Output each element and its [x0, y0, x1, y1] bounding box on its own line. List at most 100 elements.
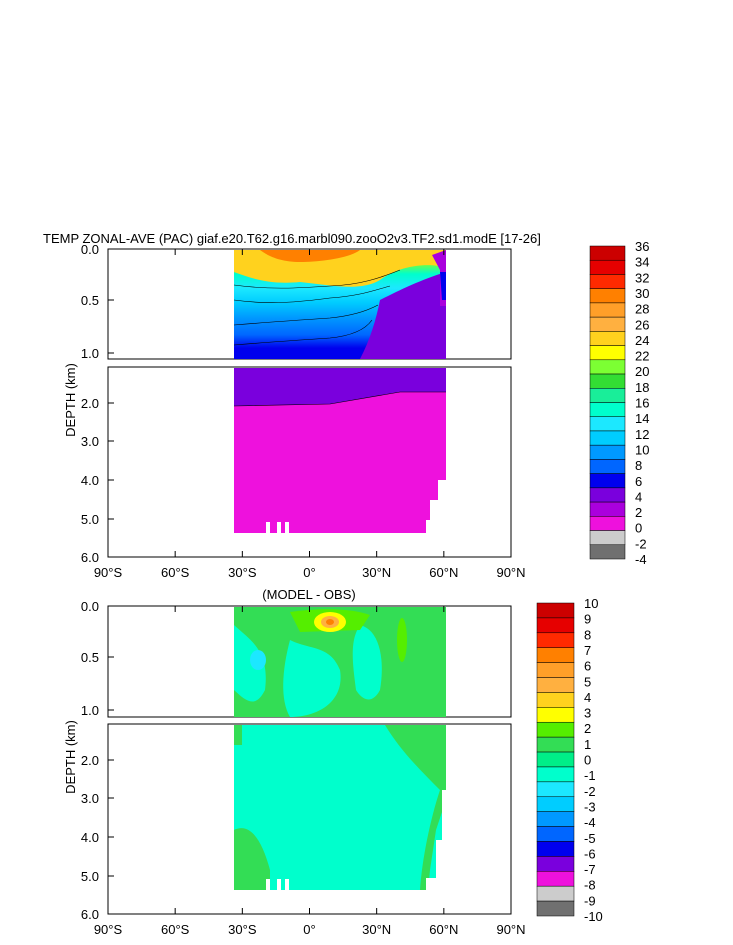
- colorbar-swatch: [589, 444, 626, 460]
- x-tick-label: 60°S: [161, 922, 190, 937]
- y-tick-label: 0.0: [81, 599, 99, 614]
- colorbar-swatch: [589, 459, 626, 474]
- x-tick-label: 60°N: [429, 922, 458, 937]
- colorbar-swatch: [536, 796, 575, 812]
- diff-upper-field: [234, 607, 446, 717]
- colorbar-label: -9: [584, 893, 596, 908]
- diff-lower-axes: [107, 723, 512, 915]
- colorbar-label: 6: [635, 474, 642, 489]
- colorbar-swatch: [536, 900, 575, 917]
- colorbar-swatch: [536, 721, 575, 738]
- colorbar-swatch: [536, 826, 575, 842]
- colorbar-label: -4: [584, 815, 596, 830]
- temp-upper-axes: [107, 248, 512, 360]
- temp-title: TEMP ZONAL-AVE (PAC) giaf.e20.T62.g16.ma…: [43, 231, 541, 246]
- colorbar-swatch: [536, 781, 575, 798]
- x-tick-label: 90°N: [496, 922, 525, 937]
- colorbar-label: -2: [584, 784, 596, 799]
- colorbar-label: -5: [584, 831, 596, 846]
- colorbar-swatch: [589, 487, 626, 503]
- colorbar-label: 36: [635, 239, 649, 254]
- x-tick-label: 0°: [303, 565, 315, 580]
- colorbar-label: 2: [584, 721, 591, 736]
- colorbar-label: 30: [635, 286, 649, 301]
- diff-panel: (MODEL - OBS): [63, 587, 603, 937]
- y-tick-label: 0.5: [81, 650, 99, 665]
- diff-upper-axes: [107, 605, 512, 718]
- colorbar-label: 4: [584, 690, 591, 705]
- temp-lower-axes: [107, 366, 512, 558]
- y-tick-label: 4.0: [81, 830, 99, 845]
- y-tick-label: 0.0: [81, 242, 99, 257]
- x-tick-label: 90°N: [496, 565, 525, 580]
- temp-lower-field: [233, 368, 446, 533]
- colorbar-swatch: [536, 707, 575, 723]
- colorbar-swatch: [536, 856, 575, 872]
- y-tick-label: 2.0: [81, 396, 99, 411]
- colorbar-swatch: [536, 736, 575, 753]
- diff-ticks: 90°S 60°S 30°S 0° 30°N 60°N 90°N 0.0 0.5 1.0 2.0 3.…: [63, 599, 526, 937]
- colorbar-swatch: [589, 288, 626, 304]
- colorbar-label: 12: [635, 427, 649, 442]
- colorbar-swatch: [536, 617, 575, 634]
- colorbar-label: -7: [584, 862, 596, 877]
- y-tick-label: 3.0: [81, 791, 99, 806]
- colorbar-swatch: [536, 766, 575, 783]
- y-tick-label: 5.0: [81, 512, 99, 527]
- x-tick-label: 30°S: [228, 565, 257, 580]
- y-tick-label: 6.0: [81, 550, 99, 565]
- y-tick-label: 1.0: [81, 703, 99, 718]
- colorbar-label: -6: [584, 846, 596, 861]
- colorbar-swatch: [589, 544, 626, 560]
- diff-lower-field: [234, 725, 446, 890]
- colorbar-label: -2: [635, 536, 647, 551]
- colorbar-swatch: [589, 316, 626, 332]
- colorbar-label: 16: [635, 396, 649, 411]
- colorbar-label: -8: [584, 878, 596, 893]
- y-tick-label: 5.0: [81, 869, 99, 884]
- colorbar-swatch: [536, 602, 575, 619]
- y-axis-label: DEPTH (km): [63, 363, 78, 437]
- x-tick-label: 0°: [303, 922, 315, 937]
- temp-panel: TEMP ZONAL-AVE (PAC) giaf.e20.T62.g16.ma…: [43, 231, 649, 580]
- x-tick-label: 60°N: [429, 565, 458, 580]
- colorbar-swatch: [589, 388, 626, 403]
- x-tick-label: 90°S: [94, 565, 123, 580]
- y-tick-label: 0.5: [81, 293, 99, 308]
- x-tick-label: 90°S: [94, 922, 123, 937]
- colorbar-label: -4: [635, 552, 647, 567]
- x-tick-label: 30°S: [228, 922, 257, 937]
- colorbar-label: 6: [584, 659, 591, 674]
- colorbar-swatch: [589, 331, 626, 346]
- colorbar-label: 28: [635, 302, 649, 317]
- colorbar-swatch: [589, 516, 626, 531]
- colorbar-label: 9: [584, 612, 591, 627]
- x-tick-label: 30°N: [362, 922, 391, 937]
- y-tick-label: 6.0: [81, 907, 99, 922]
- colorbar-swatch: [589, 245, 626, 261]
- colorbar-label: 0: [635, 521, 642, 536]
- colorbar-label: 34: [635, 255, 649, 270]
- colorbar-label: -1: [584, 768, 596, 783]
- colorbar-swatch: [589, 402, 626, 417]
- temp-upper-field: [233, 250, 446, 359]
- colorbar-label: 14: [635, 411, 649, 426]
- colorbar-swatch: [589, 302, 626, 318]
- x-tick-label: 30°N: [362, 565, 391, 580]
- y-tick-label: 2.0: [81, 753, 99, 768]
- colorbar-label: 26: [635, 317, 649, 332]
- colorbar-label: 22: [635, 349, 649, 364]
- colorbar-label: 0: [584, 753, 591, 768]
- colorbar-swatch: [536, 662, 575, 678]
- colorbar-label: 20: [635, 364, 649, 379]
- colorbar-swatch: [589, 259, 626, 275]
- colorbar-label: 32: [635, 270, 649, 285]
- colorbar-label: 3: [584, 706, 591, 721]
- colorbar-label: 5: [584, 674, 591, 689]
- colorbar-swatch: [536, 811, 575, 827]
- colorbar-label: -3: [584, 799, 596, 814]
- colorbar-swatch: [536, 677, 575, 693]
- colorbar-swatch: [536, 632, 575, 648]
